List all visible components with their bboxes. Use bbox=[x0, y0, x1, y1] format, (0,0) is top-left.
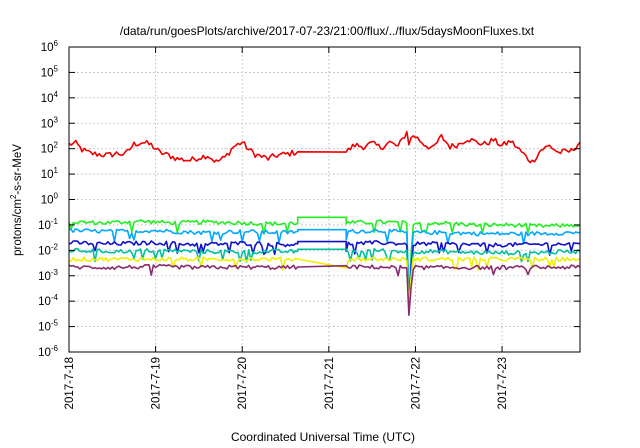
axis-ticks: 10-6 10-5 10-4 10-3 10-2 10-1 100 101 102 103 104 1… bbox=[38, 39, 580, 409]
x-axis-label: Coordinated Universal Time (UTC) bbox=[231, 430, 415, 444]
y-tick-label: 104 bbox=[41, 90, 59, 105]
y-tick-label: 10-4 bbox=[38, 293, 58, 308]
x-tick-label: 2017-7-20 bbox=[237, 357, 249, 409]
x-tick-label: 2017-7-18 bbox=[64, 357, 76, 409]
series-line bbox=[68, 247, 581, 309]
series-line bbox=[68, 130, 581, 164]
x-tick-label: 2017-7-21 bbox=[324, 357, 336, 409]
y-tick-label: 10-1 bbox=[38, 217, 58, 232]
y-tick-label: 10-5 bbox=[38, 319, 58, 334]
series-line bbox=[68, 256, 581, 310]
grid-lines bbox=[69, 47, 580, 352]
x-tick-label: 2017-7-22 bbox=[410, 357, 422, 409]
y-axis-label: protons/cm2-s-sr-MeV bbox=[9, 144, 24, 256]
y-tick-label: 106 bbox=[41, 39, 59, 54]
y-tick-label: 10-2 bbox=[38, 242, 58, 257]
y-tick-label: 10-6 bbox=[38, 344, 58, 359]
series-lines bbox=[68, 130, 581, 316]
y-tick-label: 102 bbox=[41, 141, 59, 156]
y-tick-label: 103 bbox=[41, 115, 59, 130]
x-tick-label: 2017-7-19 bbox=[151, 357, 163, 409]
y-tick-label: 101 bbox=[41, 166, 59, 181]
series-line bbox=[68, 228, 581, 306]
series-line bbox=[68, 216, 581, 306]
chart-title: /data/run/goesPlots/archive/2017-07-23/2… bbox=[120, 24, 535, 38]
y-tick-label: 10-3 bbox=[38, 268, 58, 283]
series-line bbox=[68, 240, 581, 308]
y-tick-label: 105 bbox=[41, 64, 59, 79]
x-tick-label: 2017-7-23 bbox=[497, 357, 509, 409]
y-tick-label: 100 bbox=[41, 192, 59, 207]
series-line bbox=[68, 263, 581, 316]
